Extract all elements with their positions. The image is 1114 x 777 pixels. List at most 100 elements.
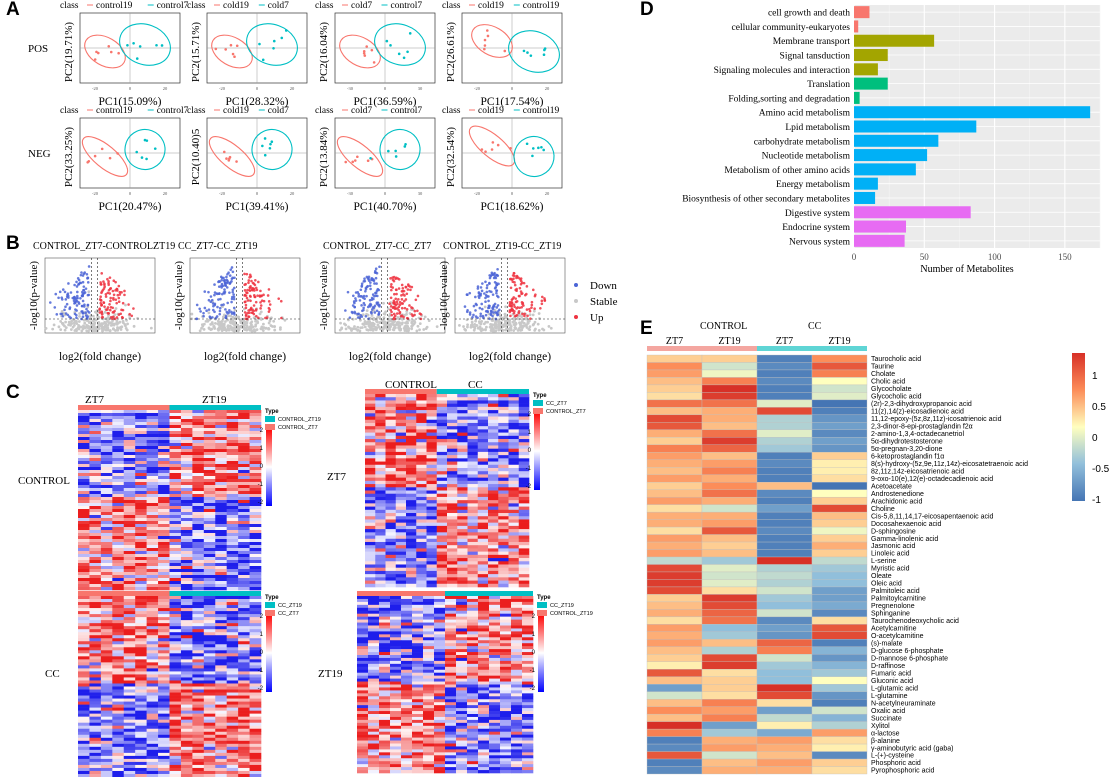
heatmap-cell [467,422,479,427]
heatmap-cell [215,704,227,708]
heatmap-cell [192,713,205,717]
heatmap-cell [169,635,182,639]
heatmap-cell [203,542,216,546]
heatmap-cell [426,516,438,520]
heatmap-cell [158,470,170,474]
heatmap-cell [467,480,479,485]
heatmap-cell [416,471,427,475]
heatmap-cell [498,394,509,398]
heatmap-cell [123,683,136,687]
heatmap-cell [375,570,386,575]
pca-xlabel: PC1(15.09%) [99,96,162,108]
heatmap-cell [203,422,216,426]
heatmap-cell [498,545,509,549]
volcano-point-stable [520,328,524,332]
volcano-point-down [362,301,366,305]
heatmap-cell [375,394,386,398]
heatmap-cell [169,662,182,666]
heatmap-cell [123,437,136,441]
heatmap-cell [467,397,479,401]
pca-xlabel: PC1(17.54%) [481,96,544,108]
volcano-point-down [348,316,352,319]
heatmap-cell [215,701,227,705]
heatmap-cell [498,426,509,430]
volcano-point-stable [466,325,469,329]
heatmap-cell [447,570,458,575]
volcano-point-stable [493,322,497,326]
volcano-point-stable [362,323,366,326]
volcano-point-stable [484,328,487,332]
heatmap-cell [78,632,90,636]
heatmap-cell [395,406,407,411]
heatmap-cell [146,545,159,549]
heatmap-cell [100,680,113,684]
heatmap-cell [203,716,216,720]
heatmap-cell [112,632,125,636]
heatmap-cell [436,535,448,540]
heatmap-cell [365,416,376,421]
heatmap-cell [78,698,90,702]
heatmap-cell [215,560,227,564]
heatmap-cell [78,641,90,645]
heatmap-cell [158,569,170,573]
heatmap-cell [406,490,417,495]
heatmap-cell [365,413,376,417]
heatmap-cell [238,656,250,660]
heatmap-cell [169,581,182,585]
heatmap-cell [135,536,147,540]
heatmap-cell [238,539,250,543]
heatmap-cell [100,659,113,663]
heatmap-cell [78,431,90,435]
heatmap-cell [192,617,205,621]
heatmap-cell [436,410,448,414]
heatmap-cell [436,506,448,511]
pca-point [402,56,406,60]
heatmap-cell [457,432,468,437]
heatmap-cell [238,719,250,723]
pca-legend-1: control19 [96,106,133,116]
heatmap-cell [158,578,170,582]
heatmap-cell [135,500,147,504]
heatmap-cell [112,542,125,546]
heatmap-cell [135,431,147,435]
heatmap-cell [385,487,397,491]
volcano-point-down [488,317,491,321]
volcano-point-down [212,308,215,312]
heatmap-cell [89,557,102,561]
volcano-point-down [378,265,381,269]
pca-point [135,57,139,60]
heatmap-cell [89,500,102,504]
heatmap-cell [169,677,182,681]
volcano-point-stable [427,319,431,322]
volcano-point-stable [101,329,104,333]
heatmap-cell [89,707,102,711]
heatmap-cell [78,464,90,468]
heatmap-cell [426,400,438,404]
heatmap-cell [467,416,479,421]
heatmap-cell [78,701,90,705]
heatmap-cell [238,530,250,534]
heatmap-cell [203,671,216,675]
heatmap-cell [78,773,90,777]
heatmap-cell [100,710,113,714]
heatmap-cell [158,503,170,507]
type-legend-item: CONTROL_ZT7 [278,425,318,431]
pca-point [529,54,533,57]
heatmap-cell [203,695,216,699]
heatmap-cell [169,497,182,501]
heatmap-cell [180,470,193,474]
heatmap-cell [498,574,509,578]
heatmap-cell [467,516,479,520]
heatmap-cell [135,668,147,672]
heatmap-cell [249,464,262,468]
heatmap-cell [226,662,239,666]
heatmap-cell [238,446,250,450]
heatmap-cell [426,513,438,517]
heatmap-cell [395,461,407,466]
heatmap-cell [249,656,262,660]
heatmap-cell [146,560,159,564]
color-scale-tick: -1 [258,668,264,674]
heatmap-cell [192,674,205,678]
heatmap-cell [416,410,427,414]
heatmap-cell [100,518,113,522]
